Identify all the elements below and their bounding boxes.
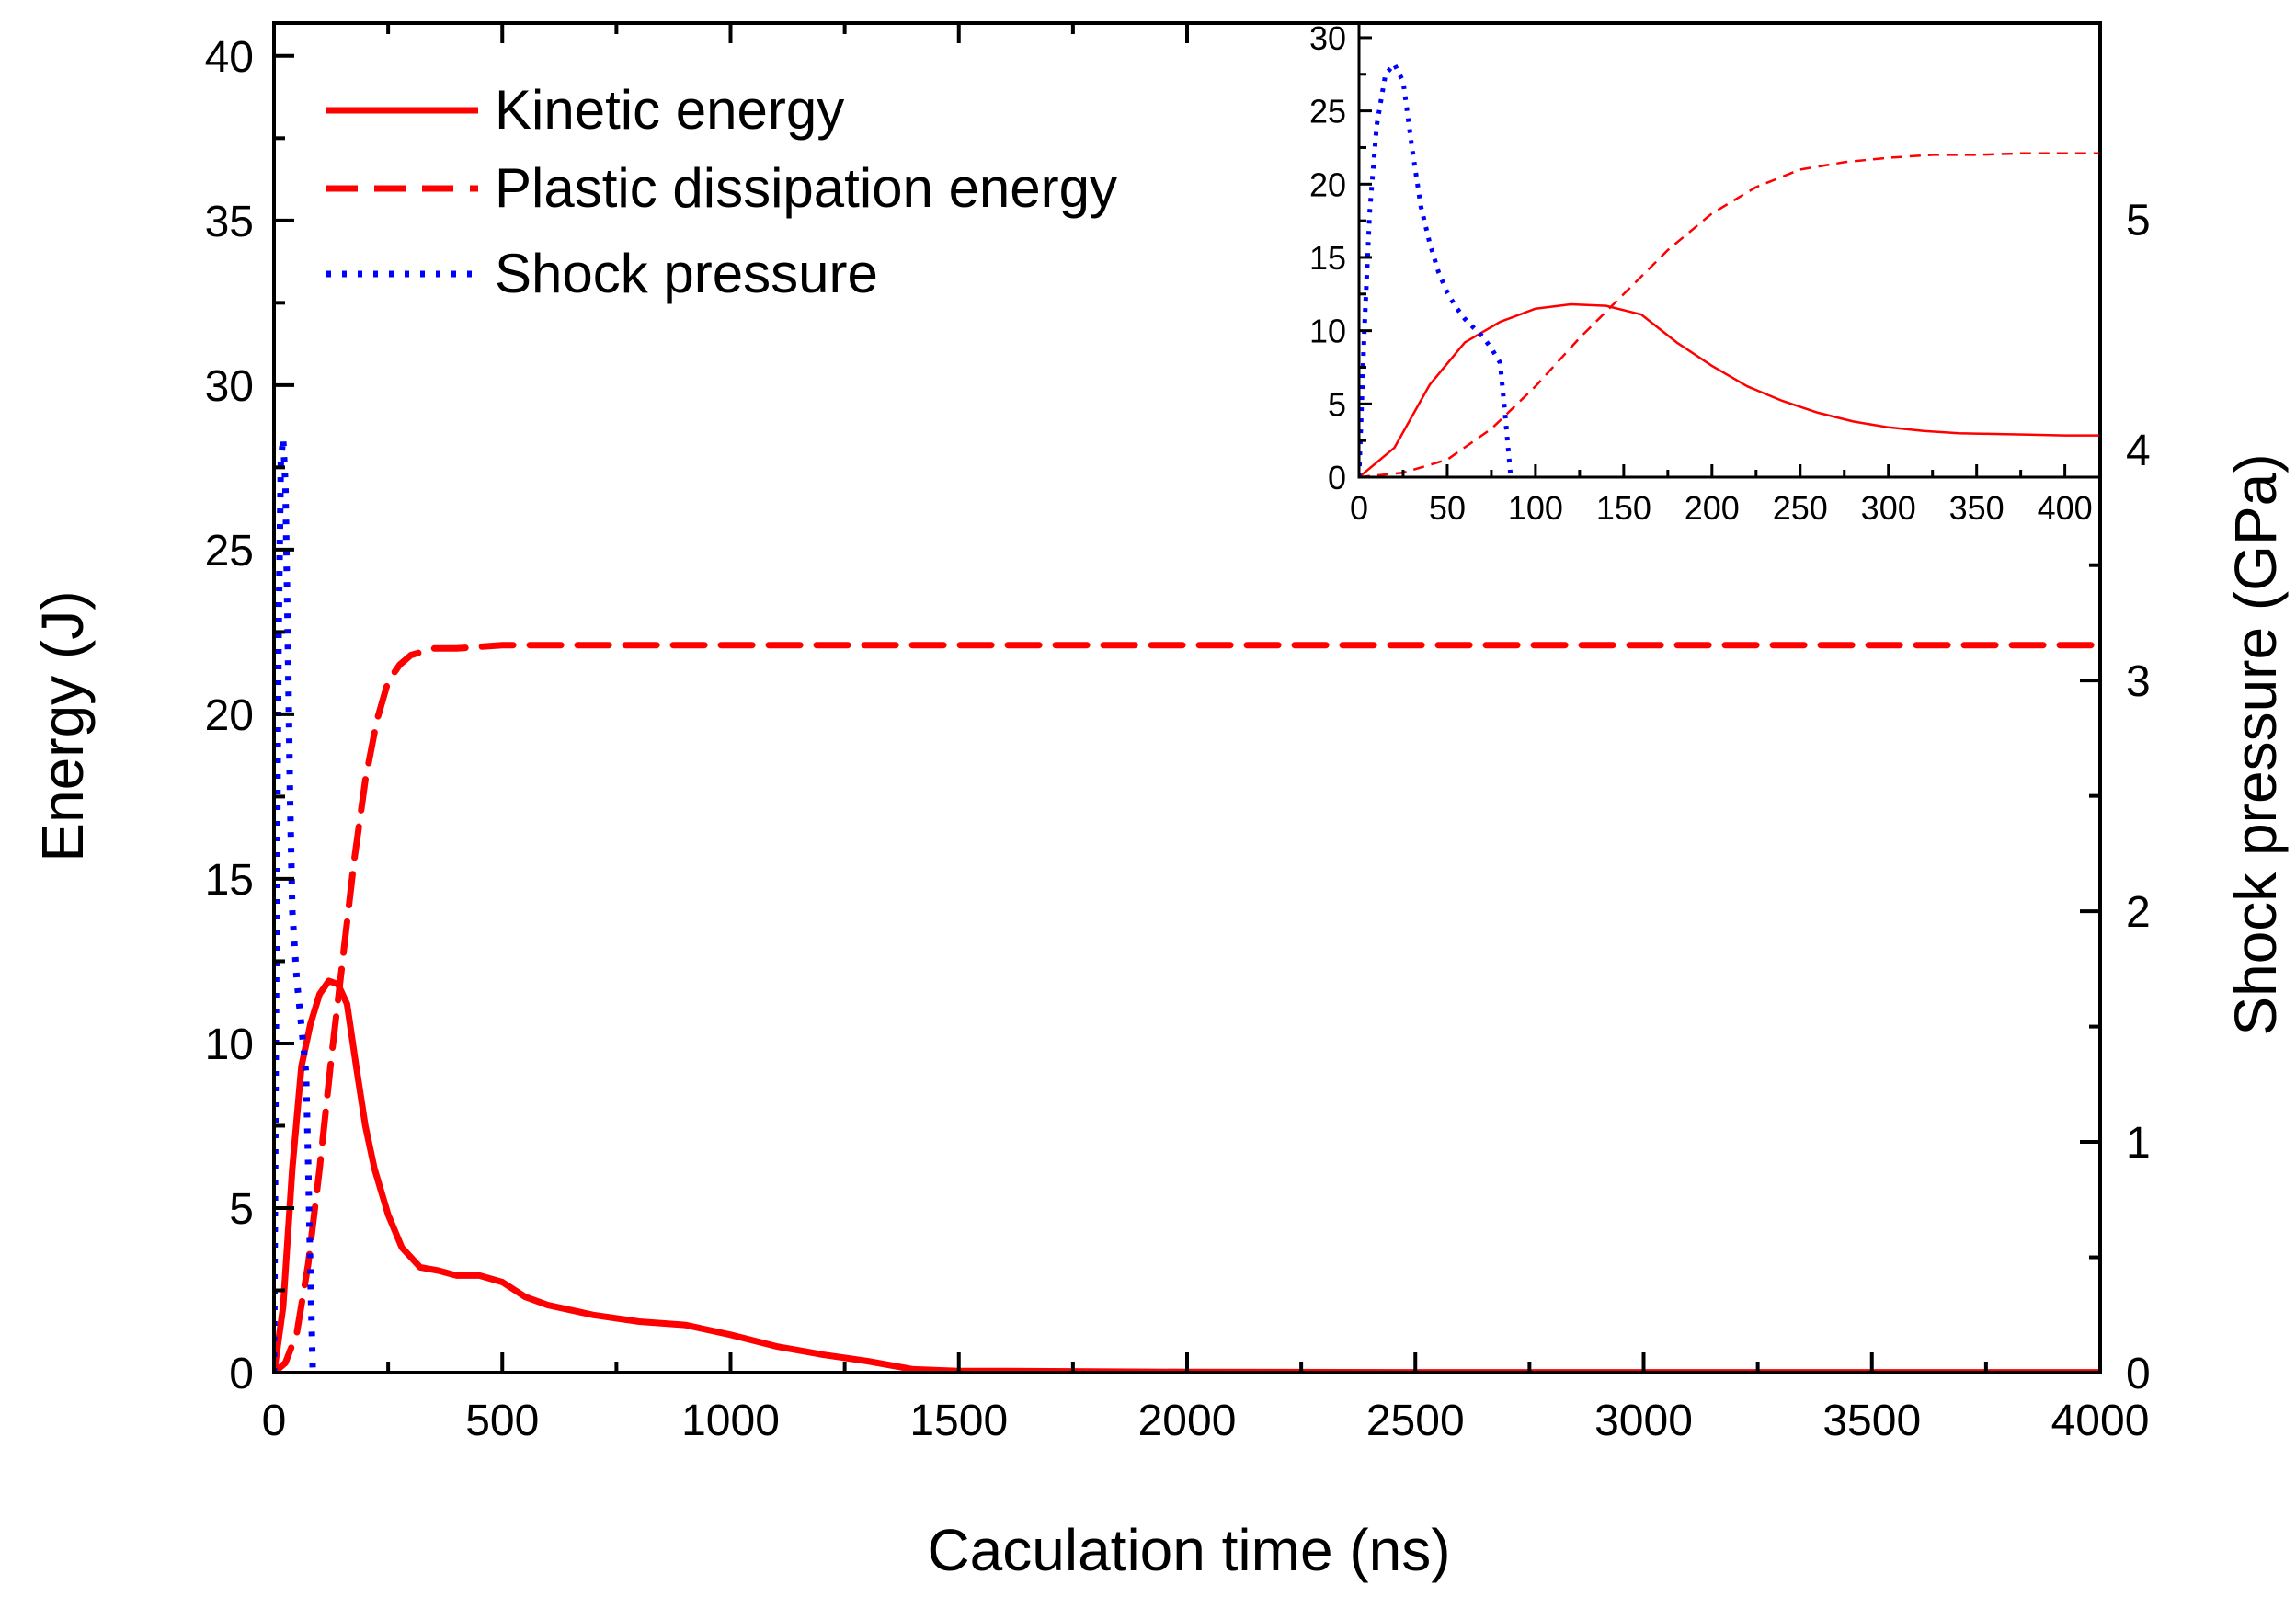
inset-y-tick-label: 25: [1309, 93, 1346, 131]
inset-background: [1262, 25, 2098, 548]
inset-x-tick-label: 250: [1773, 489, 1828, 527]
y-axis-title: Energy (J): [29, 590, 96, 861]
inset-x-tick-label: 50: [1429, 489, 1466, 527]
y-tick-label: 20: [205, 691, 254, 740]
inset-x-tick-label: 0: [1350, 489, 1368, 527]
inset-x-tick-label: 200: [1685, 489, 1740, 527]
inset-y-tick-label: 20: [1309, 165, 1346, 203]
x-tick-label: 1500: [909, 1397, 1008, 1445]
x-tick-label: 4000: [2051, 1397, 2150, 1445]
y2-tick-label: 5: [2126, 196, 2151, 245]
y2-tick-label: 0: [2126, 1350, 2151, 1398]
x-tick-label: 500: [465, 1397, 539, 1445]
x-tick-label: 3500: [1822, 1397, 1921, 1445]
legend-label-plastic: Plastic dissipation energy: [495, 157, 1117, 219]
y-tick-label: 35: [205, 198, 254, 246]
legend-label-kinetic: Kinetic energy: [495, 79, 844, 141]
inset-x-tick-label: 150: [1596, 489, 1651, 527]
x-tick-label: 2500: [1366, 1397, 1465, 1445]
main-axes: 0 500 1000 1500 2000 2500 3000 3500 400005101520…: [205, 21, 2151, 1445]
y-tick-label: 30: [205, 362, 254, 411]
inset-frame: [1357, 21, 2102, 479]
x-tick-label: 0: [262, 1397, 287, 1445]
inset-y-tick-label: 10: [1309, 313, 1346, 350]
inset-plot-area: [1359, 62, 2100, 477]
y2-tick-label: 4: [2126, 427, 2151, 475]
x-tick-label: 1000: [681, 1397, 780, 1445]
y-tick-label: 5: [229, 1185, 254, 1234]
x-axis-title: Caculation time (ns): [927, 1517, 1450, 1583]
y2-tick-label: 1: [2126, 1119, 2151, 1168]
inset-y-tick-label: 15: [1309, 239, 1346, 277]
y-tick-label: 0: [229, 1350, 254, 1398]
inset-y-tick-label: 0: [1328, 459, 1346, 496]
inset-x-tick-label: 400: [2038, 489, 2093, 527]
inset-y-tick-label: 30: [1309, 19, 1346, 57]
inset-series-line-plastic-dissipation-energy: [1359, 152, 2100, 477]
inset-y-tick-label: 5: [1328, 385, 1346, 423]
inset-x-tick-label: 100: [1508, 489, 1563, 527]
y2-tick-label: 2: [2126, 888, 2151, 937]
inset-series-line-kinetic-energy: [1359, 302, 2100, 477]
y-tick-label: 40: [205, 33, 254, 82]
y-tick-label: 10: [205, 1021, 254, 1069]
y-tick-label: 25: [205, 527, 254, 576]
inset-axes: 0 50 100 150 200 250 300 350 400 0 5 10 15 20 25 30: [1309, 19, 2102, 527]
x-tick-label: 2000: [1138, 1397, 1237, 1445]
inset-backdrop: [1262, 25, 2098, 548]
series-line-plastic-dissipation-energy: [274, 642, 2100, 1373]
x-tick-label: 3000: [1594, 1397, 1693, 1445]
legend-label-shock: Shock pressure: [495, 243, 878, 304]
y2-axis-title: Shock pressure (GPa): [2222, 453, 2289, 1035]
inset-x-tick-label: 300: [1861, 489, 1916, 527]
y-tick-label: 15: [205, 856, 254, 905]
legend: Kinetic energy Plastic dissipation energ…: [326, 79, 1117, 304]
y2-tick-label: 3: [2126, 657, 2151, 706]
inset-x-tick-label: 350: [1949, 489, 2005, 527]
